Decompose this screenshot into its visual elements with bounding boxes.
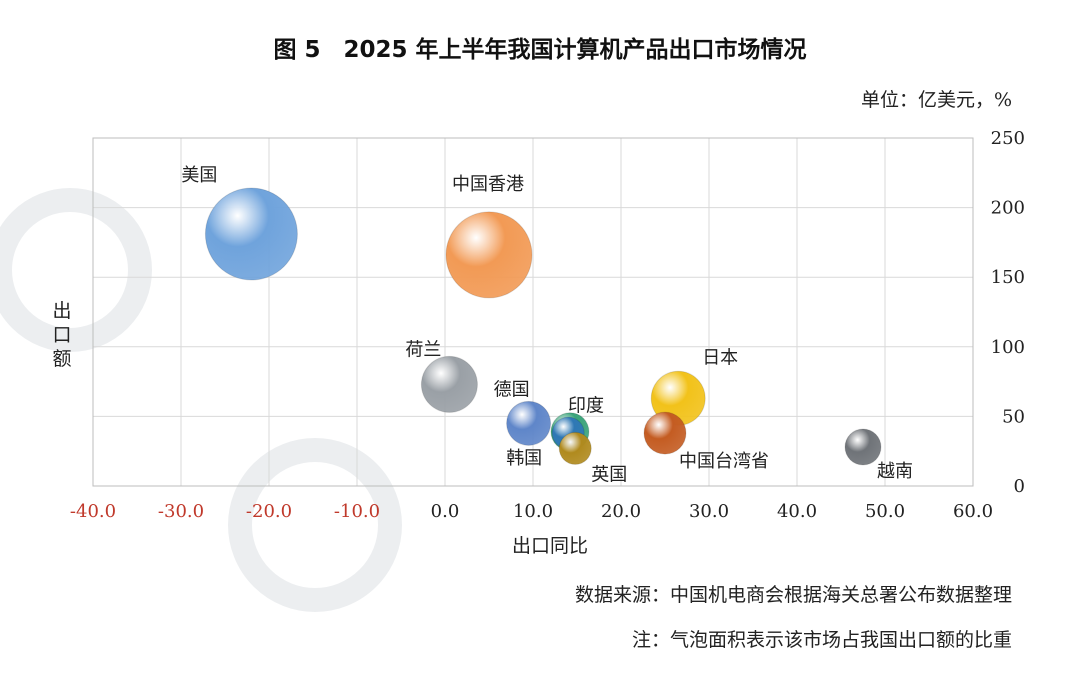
x-tick-label: 20.0 bbox=[601, 501, 641, 522]
x-tick-label: 10.0 bbox=[513, 501, 553, 522]
x-tick-label: 50.0 bbox=[865, 501, 905, 522]
plot-area-border bbox=[92, 137, 974, 487]
y-tick-label: 0 bbox=[1014, 476, 1025, 497]
x-tick-label: -20.0 bbox=[246, 501, 292, 522]
x-axis-title: 出口同比 bbox=[512, 535, 588, 557]
bubbles bbox=[204, 187, 882, 466]
bubble-label: 中国香港 bbox=[452, 174, 524, 195]
bubble-label: 美国 bbox=[181, 165, 217, 186]
y-tick-label: 100 bbox=[991, 337, 1025, 358]
bubble-label: 越南 bbox=[877, 461, 913, 482]
x-tick-label: 30.0 bbox=[689, 501, 729, 522]
bubble bbox=[643, 411, 687, 455]
y-tick-label: 250 bbox=[991, 128, 1025, 149]
bubble-label: 荷兰 bbox=[405, 339, 441, 360]
bubble-label: 日本 bbox=[702, 347, 738, 368]
bubble-label: 中国台湾省 bbox=[679, 451, 769, 472]
bubble-label: 德国 bbox=[494, 379, 530, 400]
footnote: 注：气泡面积表示该市场占我国出口额的比重 bbox=[631, 629, 1012, 651]
bubble bbox=[420, 355, 478, 413]
bubble bbox=[506, 400, 552, 446]
x-tick-label: 40.0 bbox=[777, 501, 817, 522]
x-axis-ticks: -40.0 -30.0 -20.0 -10.0 0.0 10.0 20.0 30.0 40.0 5… bbox=[70, 501, 993, 522]
bubble bbox=[844, 428, 882, 466]
y-tick-label: 150 bbox=[991, 267, 1025, 288]
x-tick-label: -30.0 bbox=[158, 501, 204, 522]
bubble bbox=[558, 431, 592, 465]
y-axis-title-char: 口 bbox=[52, 324, 71, 346]
bubble bbox=[445, 211, 533, 299]
bubble-label: 英国 bbox=[591, 464, 627, 485]
y-axis-ticks: 0 50 100 150 200 250 bbox=[991, 128, 1025, 497]
bubble-label: 韩国 bbox=[506, 448, 542, 469]
watermark bbox=[0, 188, 402, 612]
unit-label: 单位：亿美元，% bbox=[860, 89, 1012, 111]
x-tick-label: -40.0 bbox=[70, 501, 116, 522]
y-tick-label: 200 bbox=[991, 198, 1025, 219]
x-tick-label: 60.0 bbox=[953, 501, 993, 522]
bubble bbox=[204, 187, 298, 281]
y-tick-label: 50 bbox=[1002, 406, 1025, 427]
x-tick-label: 0.0 bbox=[431, 501, 460, 522]
x-tick-label: -10.0 bbox=[334, 501, 380, 522]
y-axis-title-char: 出 bbox=[52, 300, 71, 322]
bubble-label: 印度 bbox=[568, 396, 604, 417]
y-axis-title: 出口额 bbox=[52, 300, 71, 370]
chart-title: 图 5 2025 年上半年我国计算机产品出口市场情况 bbox=[273, 37, 807, 63]
y-axis-title-char: 额 bbox=[52, 348, 71, 370]
source-note: 数据来源：中国机电商会根据海关总署公布数据整理 bbox=[574, 584, 1012, 606]
